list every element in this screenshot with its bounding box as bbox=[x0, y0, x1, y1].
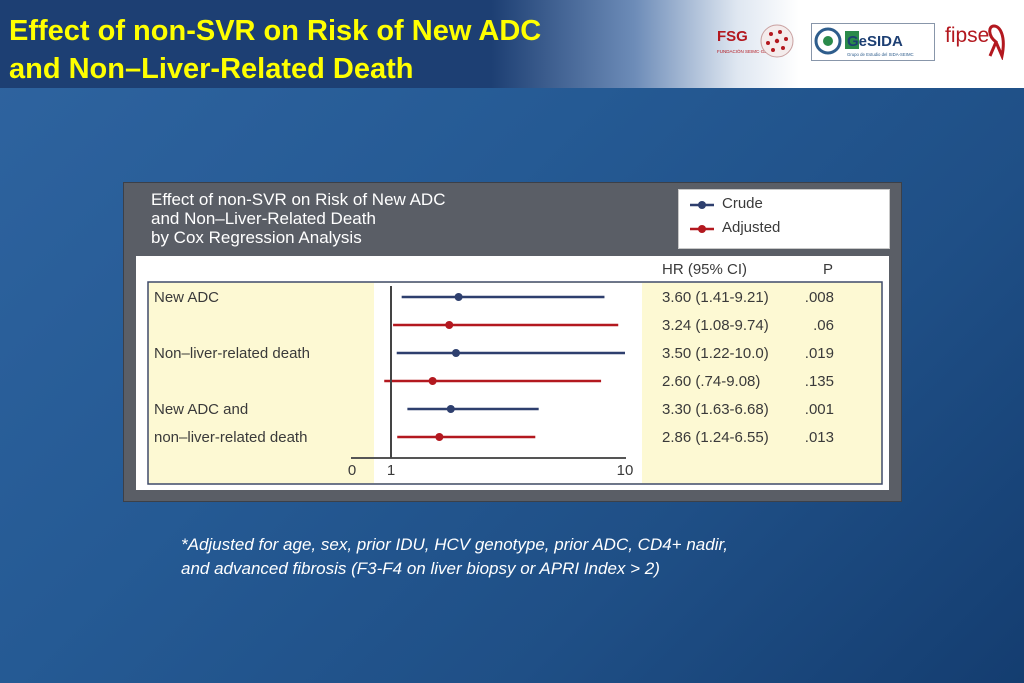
footnote: *Adjusted for age, sex, prior IDU, HCV g… bbox=[181, 533, 881, 581]
p-value: .135 bbox=[805, 373, 834, 390]
footnote-line2: and advanced fibrosis (F3-F4 on liver bi… bbox=[181, 559, 660, 578]
x-tick-label: 0 bbox=[348, 462, 356, 479]
fsg-logo-text: FSG bbox=[717, 28, 748, 45]
chart-legend: Crude Adjusted bbox=[678, 189, 890, 249]
chart-title: Effect of non-SVR on Risk of New ADC and… bbox=[151, 190, 671, 247]
p-value: .008 bbox=[805, 289, 834, 306]
row-label: New ADC and bbox=[154, 401, 248, 418]
row-label: New ADC bbox=[154, 289, 219, 306]
gesida-logo-subtext: Grupo de Estudio del SIDA-SEIMC bbox=[847, 52, 914, 57]
forest-plot-panel: HR (95% CI) P New ADC 3.60 (1.41-9.21) .00… bbox=[136, 256, 889, 490]
hr-point-adjusted bbox=[428, 377, 437, 385]
hr-ci-value: 3.50 (1.22-10.0) bbox=[662, 345, 769, 362]
p-value: .06 bbox=[813, 317, 834, 334]
red-ribbon-icon bbox=[988, 24, 1005, 60]
row-label: non–liver-related death bbox=[154, 429, 307, 446]
plot-area bbox=[374, 283, 642, 483]
hr-point-adjusted bbox=[435, 433, 444, 441]
hr-ci-value: 3.60 (1.41-9.21) bbox=[662, 289, 769, 306]
fsg-logo: FSG FUNDACIÓN SEIMC·GESIDA bbox=[717, 24, 794, 58]
slide-title-line2: and Non–Liver-Related Death bbox=[9, 53, 414, 85]
hr-point-crude bbox=[452, 349, 460, 357]
slide-title-line1: Effect of non-SVR on Risk of New ADC bbox=[9, 15, 542, 47]
x-tick-label: 10 bbox=[617, 462, 634, 479]
hr-ci-value: 3.30 (1.63-6.68) bbox=[662, 401, 769, 418]
fsg-logo-subtext: FUNDACIÓN SEIMC·GESIDA bbox=[717, 48, 778, 54]
chart-title-line: by Cox Regression Analysis bbox=[151, 228, 362, 247]
legend-crude-marker-icon bbox=[690, 201, 714, 209]
fipse-logo-text: fipse bbox=[945, 24, 989, 47]
slide-header: Effect of non-SVR on Risk of New ADC and… bbox=[0, 0, 1024, 88]
legend-label-adjusted: Adjusted bbox=[722, 219, 781, 236]
slide-title: Effect of non-SVR on Risk of New ADC and… bbox=[9, 12, 699, 88]
gesida-logo: GeSIDA Grupo de Estudio del SIDA-SEIMC bbox=[811, 23, 935, 61]
gesida-logo-text: GeSIDA bbox=[847, 33, 903, 50]
hr-point-crude bbox=[454, 293, 463, 301]
row-label: Non–liver-related death bbox=[154, 345, 310, 362]
x-tick-label: 1 bbox=[387, 462, 395, 479]
fipse-logo: fipse bbox=[945, 24, 1005, 60]
p-value: .001 bbox=[805, 401, 834, 418]
chart-title-line: and Non–Liver-Related Death bbox=[151, 209, 376, 228]
p-value: .019 bbox=[805, 345, 834, 362]
forest-plot-svg: HR (95% CI) P New ADC 3.60 (1.41-9.21) .00… bbox=[147, 261, 883, 485]
legend-label-crude: Crude bbox=[722, 195, 763, 212]
hr-ci-value: 2.86 (1.24-6.55) bbox=[662, 429, 769, 446]
p-value: .013 bbox=[805, 429, 834, 446]
forest-plot-figure: Effect of non-SVR on Risk of New ADC and… bbox=[123, 182, 902, 502]
hr-point-adjusted bbox=[445, 321, 454, 329]
legend-adjusted-marker-icon bbox=[690, 225, 714, 233]
hr-ci-value: 2.60 (.74-9.08) bbox=[662, 373, 760, 390]
chart-title-line: Effect of non-SVR on Risk of New ADC bbox=[151, 190, 446, 209]
hr-point-crude bbox=[446, 405, 455, 413]
hr-ci-value: 3.24 (1.08-9.74) bbox=[662, 317, 769, 334]
column-header-p: P bbox=[823, 261, 833, 278]
gesida-emblem-icon bbox=[814, 27, 842, 55]
footnote-line1: *Adjusted for age, sex, prior IDU, HCV g… bbox=[181, 535, 728, 554]
column-header-hr: HR (95% CI) bbox=[662, 261, 747, 278]
